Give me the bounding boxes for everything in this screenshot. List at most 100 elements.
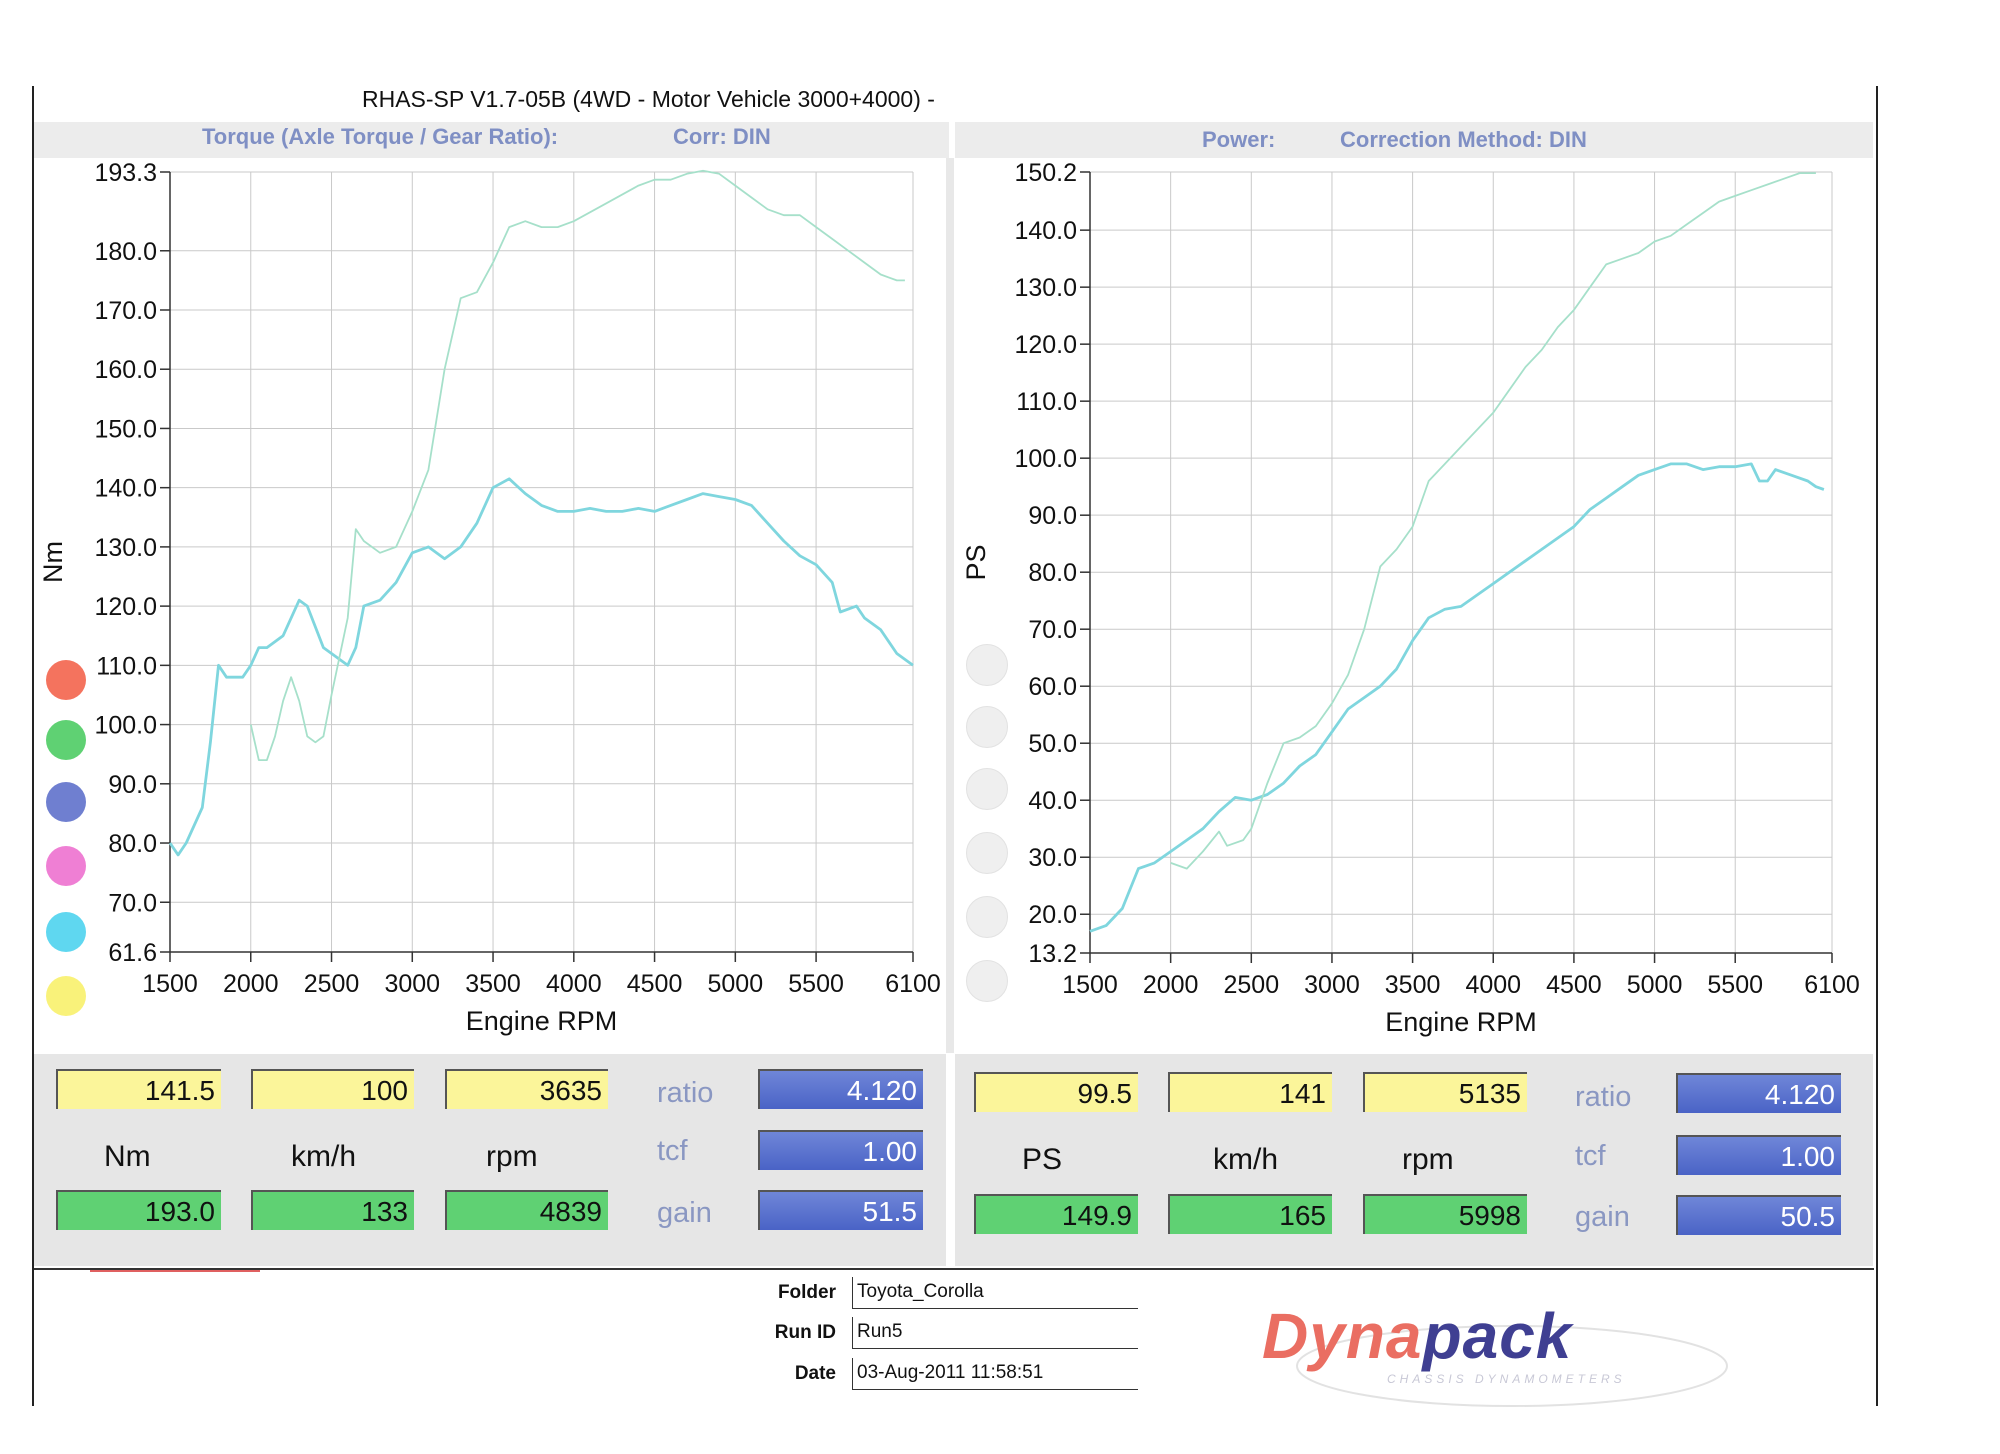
- torque-max-value: 193.0: [56, 1190, 221, 1230]
- legend-dot: [46, 976, 86, 1016]
- power-current-value: 99.5: [974, 1072, 1138, 1112]
- gain-label: gain: [657, 1197, 712, 1229]
- power-x-tick-label: 6100: [1804, 971, 1860, 999]
- legend-dot: [46, 912, 86, 952]
- legend-dot-empty: [966, 706, 1008, 748]
- speed-unit-label: km/h: [291, 1140, 357, 1173]
- power-unit-label: PS: [1022, 1143, 1063, 1176]
- torque-y-tick-label: 100.0: [94, 712, 157, 740]
- power-y-axis-title: PS: [961, 544, 991, 580]
- power-speed-unit-label: km/h: [1213, 1143, 1279, 1176]
- torque-x-tick-label: 6100: [885, 970, 941, 998]
- torque-header-band: [34, 122, 949, 158]
- torque-header-label: Torque (Axle Torque / Gear Ratio):: [202, 124, 559, 149]
- power-x-tick-label: 2500: [1223, 971, 1279, 999]
- torque-y-tick-label: 193.3: [94, 159, 157, 187]
- chart-divider: [946, 158, 954, 1053]
- legend-dot-empty: [966, 960, 1008, 1002]
- torque-x-tick-label: 5000: [708, 970, 764, 998]
- ratio-value: 4.120: [758, 1069, 923, 1109]
- power-x-tick-label: 3500: [1385, 971, 1441, 999]
- torque-x-tick-label: 2500: [304, 970, 360, 998]
- power-y-tick-label: 50.0: [1028, 730, 1077, 758]
- power-tcf-label: tcf: [1575, 1140, 1606, 1172]
- rpm-max-value: 4839: [445, 1190, 608, 1230]
- power-x-tick-label: 4000: [1465, 971, 1521, 999]
- legend-dot: [46, 660, 86, 700]
- report-sheet: [32, 86, 1878, 1406]
- torque-y-tick-label: 70.0: [108, 889, 157, 917]
- legend-dot-empty: [966, 832, 1008, 874]
- torque-unit-label: Nm: [104, 1140, 151, 1173]
- speed-current-value: 100: [251, 1069, 414, 1109]
- power-x-tick-label: 1500: [1062, 971, 1118, 999]
- power-y-tick-label: 20.0: [1028, 901, 1077, 929]
- torque-x-tick-label: 5500: [788, 970, 844, 998]
- power-y-tick-label: 80.0: [1028, 559, 1077, 587]
- power-y-tick-label: 60.0: [1028, 673, 1077, 701]
- power-gain-label: gain: [1575, 1201, 1630, 1233]
- power-x-tick-label: 3000: [1304, 971, 1360, 999]
- run-id-value: Run5: [852, 1317, 1138, 1349]
- tcf-label: tcf: [657, 1135, 688, 1167]
- torque-y-tick-label: 61.6: [108, 939, 157, 967]
- power-x-tick-label: 2000: [1143, 971, 1199, 999]
- run-id-label: Run ID: [774, 1322, 836, 1343]
- power-speed-max-value: 165: [1168, 1194, 1332, 1234]
- app-title: RHAS-SP V1.7-05B (4WD - Motor Vehicle 30…: [362, 86, 935, 112]
- power-y-tick-label: 110.0: [1016, 388, 1077, 416]
- power-rpm-current-value: 5135: [1363, 1072, 1527, 1112]
- torque-x-axis-title: Engine RPM: [466, 1006, 618, 1036]
- power-gain-value: 50.5: [1676, 1195, 1841, 1235]
- torque-y-tick-label: 110.0: [96, 652, 157, 680]
- power-speed-current-value: 141: [1168, 1072, 1332, 1112]
- torque-series-dark-line: [168, 477, 914, 857]
- torque-y-tick-label: 140.0: [94, 475, 157, 503]
- power-y-tick-label: 30.0: [1028, 844, 1077, 872]
- footer-divider: [34, 1268, 1874, 1270]
- power-y-tick-label: 100.0: [1014, 445, 1077, 473]
- legend-dot-empty: [966, 644, 1008, 686]
- power-header-label: Power:: [1202, 127, 1276, 152]
- torque-y-tick-label: 160.0: [94, 356, 157, 384]
- folder-label: Folder: [777, 1282, 836, 1303]
- torque-y-axis-title: Nm: [38, 541, 68, 583]
- power-x-axis-title: Engine RPM: [1385, 1007, 1537, 1037]
- power-x-tick-label: 4500: [1546, 971, 1602, 999]
- torque-header-corr: Corr: DIN: [673, 124, 771, 149]
- power-y-tick-label: 90.0: [1028, 502, 1077, 530]
- torque-y-tick-label: 170.0: [94, 297, 157, 325]
- power-y-tick-label: 40.0: [1028, 787, 1077, 815]
- ratio-label: ratio: [657, 1077, 714, 1109]
- power-y-tick-label: 13.2: [1028, 940, 1077, 968]
- power-max-value: 149.9: [974, 1194, 1138, 1234]
- legend-dot-empty: [966, 896, 1008, 938]
- torque-y-tick-label: 80.0: [108, 830, 157, 858]
- legend-dot: [46, 782, 86, 822]
- date-label: Date: [794, 1363, 836, 1384]
- gain-value: 51.5: [758, 1190, 923, 1230]
- date-value: 03-Aug-2011 11:58:51: [852, 1358, 1138, 1390]
- torque-x-tick-label: 1500: [142, 970, 198, 998]
- power-rpm-unit-label: rpm: [1402, 1143, 1454, 1176]
- power-tcf-value: 1.00: [1676, 1135, 1841, 1175]
- torque-x-tick-label: 4500: [627, 970, 683, 998]
- torque-x-tick-label: 3000: [384, 970, 440, 998]
- dynapack-logo: Dynapack CHASSIS DYNAMOMETERS: [1262, 1302, 1728, 1407]
- rpm-unit-label: rpm: [486, 1140, 538, 1173]
- power-x-tick-label: 5000: [1627, 971, 1683, 999]
- speed-max-value: 133: [251, 1190, 414, 1230]
- torque-y-tick-label: 90.0: [108, 771, 157, 799]
- power-rpm-max-value: 5998: [1363, 1194, 1527, 1234]
- legend-dot: [46, 846, 86, 886]
- power-y-tick-label: 130.0: [1014, 274, 1077, 302]
- power-ratio-value: 4.120: [1676, 1073, 1841, 1113]
- power-header-band: [955, 122, 1873, 158]
- torque-y-tick-label: 180.0: [94, 238, 157, 266]
- power-x-tick-label: 5500: [1707, 971, 1763, 999]
- logo-tagline: CHASSIS DYNAMOMETERS: [1387, 1372, 1626, 1386]
- torque-x-tick-label: 4000: [546, 970, 602, 998]
- power-y-tick-label: 70.0: [1028, 616, 1077, 644]
- rpm-current-value: 3635: [445, 1069, 608, 1109]
